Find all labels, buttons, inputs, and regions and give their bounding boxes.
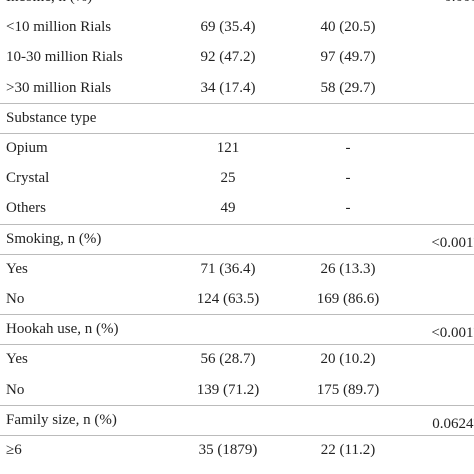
row-label: No [6,291,25,307]
cell-value: 56 (28.7) [200,351,256,368]
row-label: >30 million Rials [6,79,112,96]
p-text: <0.001 [431,325,474,342]
cell-value: 26 (13.3) [320,260,376,277]
cell-value: 71 (36.4) [200,260,256,277]
row-label: Yes [6,260,28,277]
p-text: <0.001 [436,0,474,5]
row-label: Smoking, n (%) [6,230,102,247]
row-rule [0,223,474,225]
cell-value: 169 (86.6) [316,291,380,307]
cell-value: 139 (71.2) [196,381,260,398]
cell-value: 121 [216,140,240,156]
cell-value: 20 (10.2) [320,351,376,368]
row-label: Income, n (%) [6,0,92,6]
cell-value: 40 (20.5) [320,19,376,36]
p-text: 0.0624 [432,415,474,432]
row-label: Others [6,200,46,217]
cell-value: 69 (35.4) [200,19,256,36]
row-rule [0,404,474,406]
row-rule [0,132,474,134]
row-label: Substance type [6,109,97,126]
row-label: Family size, n (%) [6,411,117,428]
cell-value: 25 [220,170,236,187]
p-value: <0.001c [431,320,474,342]
cell-value: 22 (11.2) [320,442,376,458]
row-label: Hookah use, n (%) [6,321,119,338]
cell-value: 97 (49.7) [320,49,376,66]
row-label: 10-30 million Rials [6,49,123,66]
row-rule [0,314,474,316]
cell-value: 35 (1879) [198,442,258,458]
p-value: 0.0624c [432,411,474,433]
row-label: Yes [6,351,28,368]
cell-value: - [345,140,351,156]
row-rule [0,253,474,255]
row-rule [0,434,474,436]
p-text: <0.001 [431,234,474,251]
cell-value: - [345,170,351,187]
p-value: <0.001c [431,230,474,252]
p-value: <0.001 [436,0,474,6]
cell-value: 175 (89.7) [316,381,380,398]
cell-value: - [345,200,351,217]
cell-value: 49 [220,200,236,217]
row-label: Crystal [6,170,50,187]
cell-value: 124 (63.5) [196,291,260,307]
row-rule [0,344,474,346]
row-label: No [6,381,25,398]
row-rule [0,102,474,104]
cell-value: 34 (17.4) [200,79,256,96]
cell-value: 92 (47.2) [200,49,256,66]
row-label: ≥6 [6,442,22,458]
cell-value: 58 (29.7) [320,79,376,96]
row-label: <10 million Rials [6,19,112,36]
row-label: Opium [6,140,48,156]
